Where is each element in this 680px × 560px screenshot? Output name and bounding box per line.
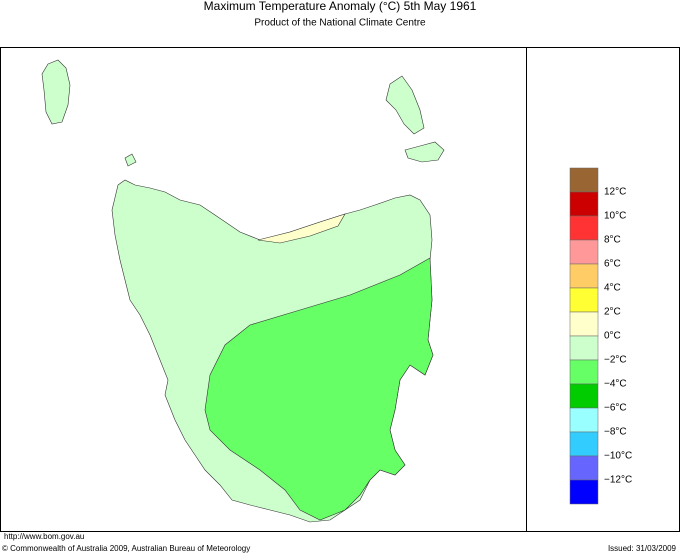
legend-swatch (569, 335, 599, 361)
legend-swatch (569, 455, 599, 481)
legend-label: −10°C (604, 451, 632, 462)
legend-swatch (569, 383, 599, 409)
legend-swatch (569, 359, 599, 385)
cape-barren-island (404, 141, 445, 163)
king-island (41, 59, 71, 125)
anomaly-region (257, 213, 346, 244)
legend-swatch (569, 479, 599, 505)
legend-swatch (569, 431, 599, 457)
legend-label: −4°C (604, 379, 627, 390)
legend-label: 10°C (604, 211, 626, 222)
legend-swatch (569, 239, 599, 265)
legend-label: −12°C (604, 475, 632, 486)
islet (124, 153, 137, 167)
legend-label: 8°C (604, 235, 621, 246)
subtitle: Product of the National Climate Centre (254, 18, 426, 29)
legend-label: 0°C (604, 331, 621, 342)
legend-swatch (569, 311, 599, 337)
map (41, 59, 445, 523)
legend-label: 2°C (604, 307, 621, 318)
title: Maximum Temperature Anomaly (°C) 5th May… (204, 0, 477, 13)
legend-label: −8°C (604, 427, 627, 438)
copyright: © Commonwealth of Australia 2009, Austra… (2, 544, 250, 553)
legend-label: −6°C (604, 403, 627, 414)
anomaly-region (204, 257, 434, 521)
legend-label: −2°C (604, 355, 627, 366)
legend-swatch (569, 407, 599, 433)
legend-label: 4°C (604, 283, 621, 294)
source-url: http://www.bom.gov.au (4, 532, 84, 541)
legend-swatch (569, 191, 599, 217)
issued-date: Issued: 31/03/2009 (608, 544, 677, 553)
legend-label: 6°C (604, 259, 621, 270)
legend-swatch (569, 263, 599, 289)
legend-swatch (569, 215, 599, 241)
legend-swatch (569, 167, 599, 193)
legend-swatch (569, 287, 599, 313)
flinders-island (385, 75, 425, 135)
legend-label: 12°C (604, 187, 626, 198)
legend: 12°C 10°C 8°C 6°C 4°C 2°C 0°C −2°C −4°C −6°C −8°C −… (569, 167, 632, 505)
